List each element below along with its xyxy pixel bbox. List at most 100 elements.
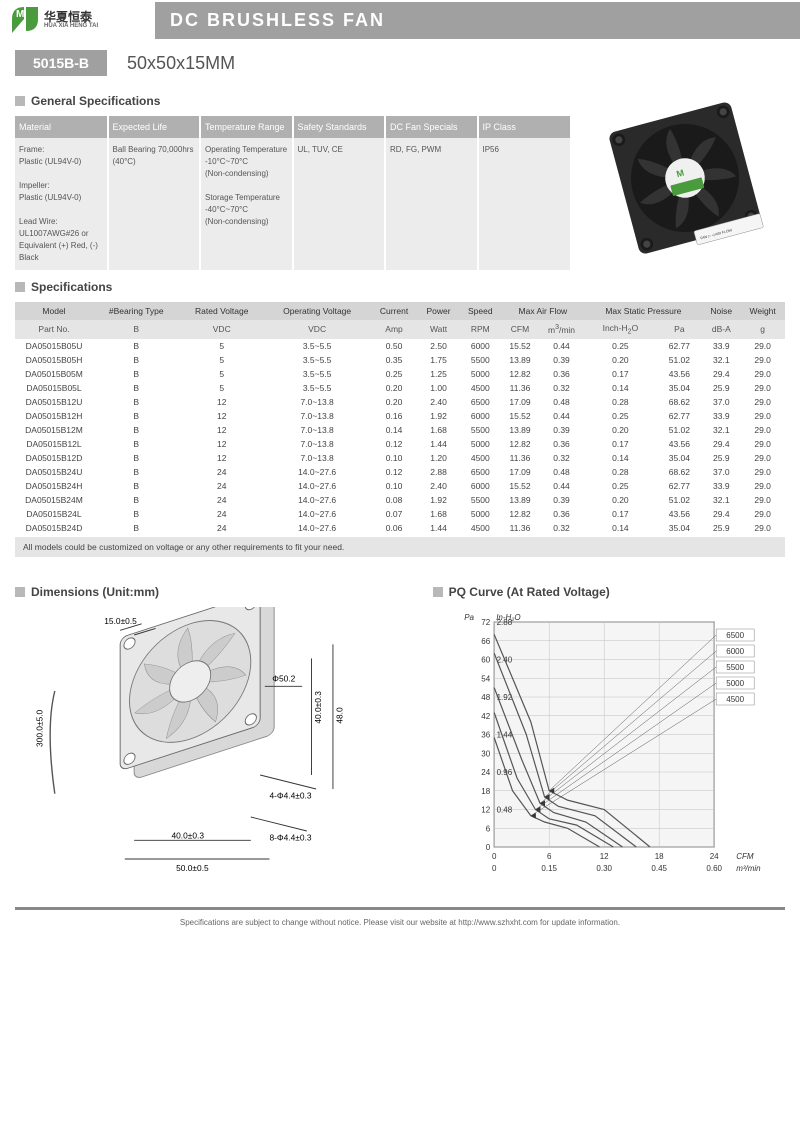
svg-text:40.0±0.3: 40.0±0.3 <box>313 690 323 723</box>
svg-text:m³/min: m³/min <box>736 864 761 873</box>
gen-table-cell: Ball Bearing 70,000hrs (40°C) <box>108 138 201 270</box>
spec-cell: 35.04 <box>656 381 702 395</box>
spec-cell: 0.35 <box>370 353 418 367</box>
svg-text:0: 0 <box>492 864 497 873</box>
spec-cell: 12 <box>179 409 264 423</box>
spec-cell: 51.02 <box>656 353 702 367</box>
svg-text:In-H₂O: In-H₂O <box>496 613 520 622</box>
spec-cell: 1.44 <box>418 437 459 451</box>
spec-header2: VDC <box>264 320 370 339</box>
spec-cell: 15.52 <box>501 479 538 493</box>
header-bar: MR 华夏恒泰 HUA XIA HENG TAI DC BRUSHLESS FA… <box>0 0 800 40</box>
svg-text:0.48: 0.48 <box>496 805 512 814</box>
spec-cell: 4500 <box>459 381 501 395</box>
spec-cell: 25.9 <box>702 451 740 465</box>
spec-cell: 3.5~5.5 <box>264 367 370 381</box>
spec-cell: 1.44 <box>418 521 459 535</box>
spec-cell: 33.9 <box>702 479 740 493</box>
spec-cell: 4500 <box>459 451 501 465</box>
spec-row: DA05015B12LB127.0~13.80.121.44500012.820… <box>15 437 785 451</box>
model-row: 5015B-B 50x50x15MM <box>0 40 800 86</box>
spec-cell: 12 <box>179 437 264 451</box>
svg-text:36: 36 <box>481 730 490 739</box>
gen-table-header: Material <box>15 116 108 138</box>
spec-cell: 32.1 <box>702 353 740 367</box>
gen-table-cell: RD, FG, PWM <box>385 138 478 270</box>
svg-text:54: 54 <box>481 674 490 683</box>
spec-cell: 11.36 <box>501 381 538 395</box>
company-name-en: HUA XIA HENG TAI <box>44 23 98 29</box>
spec-cell: 5500 <box>459 493 501 507</box>
section-head-pq: PQ Curve (At Rated Voltage) <box>433 585 785 599</box>
svg-text:0: 0 <box>485 843 490 852</box>
spec-cell: 0.08 <box>370 493 418 507</box>
spec-cell: 5 <box>179 353 264 367</box>
spec-cell: 29.0 <box>740 367 785 381</box>
spec-cell: 29.0 <box>740 381 785 395</box>
spec-row: DA05015B05UB53.5~5.50.502.50600015.520.4… <box>15 339 785 353</box>
spec-cell: 29.0 <box>740 479 785 493</box>
spec-cell: 6500 <box>459 465 501 479</box>
spec-cell: 3.5~5.5 <box>264 381 370 395</box>
spec-cell: 0.20 <box>584 353 656 367</box>
spec-cell: 2.88 <box>418 465 459 479</box>
spec-cell: 24 <box>179 493 264 507</box>
svg-text:CFM: CFM <box>736 852 754 861</box>
spec-cell: 0.20 <box>584 493 656 507</box>
spec-header1: Speed <box>459 302 501 320</box>
spec-cell: 7.0~13.8 <box>264 437 370 451</box>
spec-cell: 51.02 <box>656 493 702 507</box>
spec-cell: B <box>93 381 179 395</box>
spec-row: DA05015B24MB2414.0~27.60.081.92550013.89… <box>15 493 785 507</box>
spec-cell: 24 <box>179 521 264 535</box>
svg-text:60: 60 <box>481 655 490 664</box>
spec-cell: 0.25 <box>370 367 418 381</box>
spec-cell: 0.17 <box>584 437 656 451</box>
square-bullet-icon <box>15 587 25 597</box>
spec-header1: Max Static Pressure <box>584 302 702 320</box>
spec-cell: 29.0 <box>740 395 785 409</box>
svg-text:R: R <box>32 10 36 16</box>
datasheet-page: MR 华夏恒泰 HUA XIA HENG TAI DC BRUSHLESS FA… <box>0 0 800 942</box>
spec-cell: 0.12 <box>370 437 418 451</box>
square-bullet-icon <box>433 587 443 597</box>
spec-cell: 29.4 <box>702 507 740 521</box>
spec-cell: 0.25 <box>584 339 656 353</box>
svg-text:24: 24 <box>481 768 490 777</box>
section-title-general: General Specifications <box>31 94 160 108</box>
spec-cell: 29.0 <box>740 507 785 521</box>
spec-cell: 17.09 <box>501 395 538 409</box>
spec-cell: B <box>93 423 179 437</box>
spec-cell: 1.75 <box>418 353 459 367</box>
section-title-dim: Dimensions (Unit:mm) <box>31 585 159 599</box>
spec-row: DA05015B24UB2414.0~27.60.122.88650017.09… <box>15 465 785 479</box>
svg-text:18: 18 <box>481 786 490 795</box>
spec-cell: B <box>93 395 179 409</box>
spec-cell: 12.82 <box>501 507 538 521</box>
spec-cell: DA05015B05M <box>15 367 93 381</box>
spec-cell: 1.68 <box>418 423 459 437</box>
spec-cell: 0.50 <box>370 339 418 353</box>
spec-cell: 37.0 <box>702 395 740 409</box>
spec-cell: B <box>93 367 179 381</box>
spec-cell: 43.56 <box>656 367 702 381</box>
spec-header1: Rated Voltage <box>179 302 264 320</box>
spec-header2: B <box>93 320 179 339</box>
spec-cell: 3.5~5.5 <box>264 353 370 367</box>
spec-cell: 25.9 <box>702 521 740 535</box>
svg-text:1.44: 1.44 <box>496 730 512 739</box>
spec-header2: VDC <box>179 320 264 339</box>
spec-cell: 29.0 <box>740 493 785 507</box>
spec-table: Model#Bearing TypeRated VoltageOperating… <box>15 302 785 535</box>
spec-cell: 15.52 <box>501 409 538 423</box>
spec-cell: 35.04 <box>656 521 702 535</box>
spec-cell: 24 <box>179 465 264 479</box>
spec-row: DA05015B05MB53.5~5.50.251.25500012.820.3… <box>15 367 785 381</box>
svg-text:66: 66 <box>481 636 490 645</box>
spec-cell: 5 <box>179 339 264 353</box>
square-bullet-icon <box>15 282 25 292</box>
svg-text:12: 12 <box>599 852 608 861</box>
svg-text:18: 18 <box>654 852 663 861</box>
spec-cell: 12.82 <box>501 437 538 451</box>
svg-text:Pa: Pa <box>464 613 474 622</box>
